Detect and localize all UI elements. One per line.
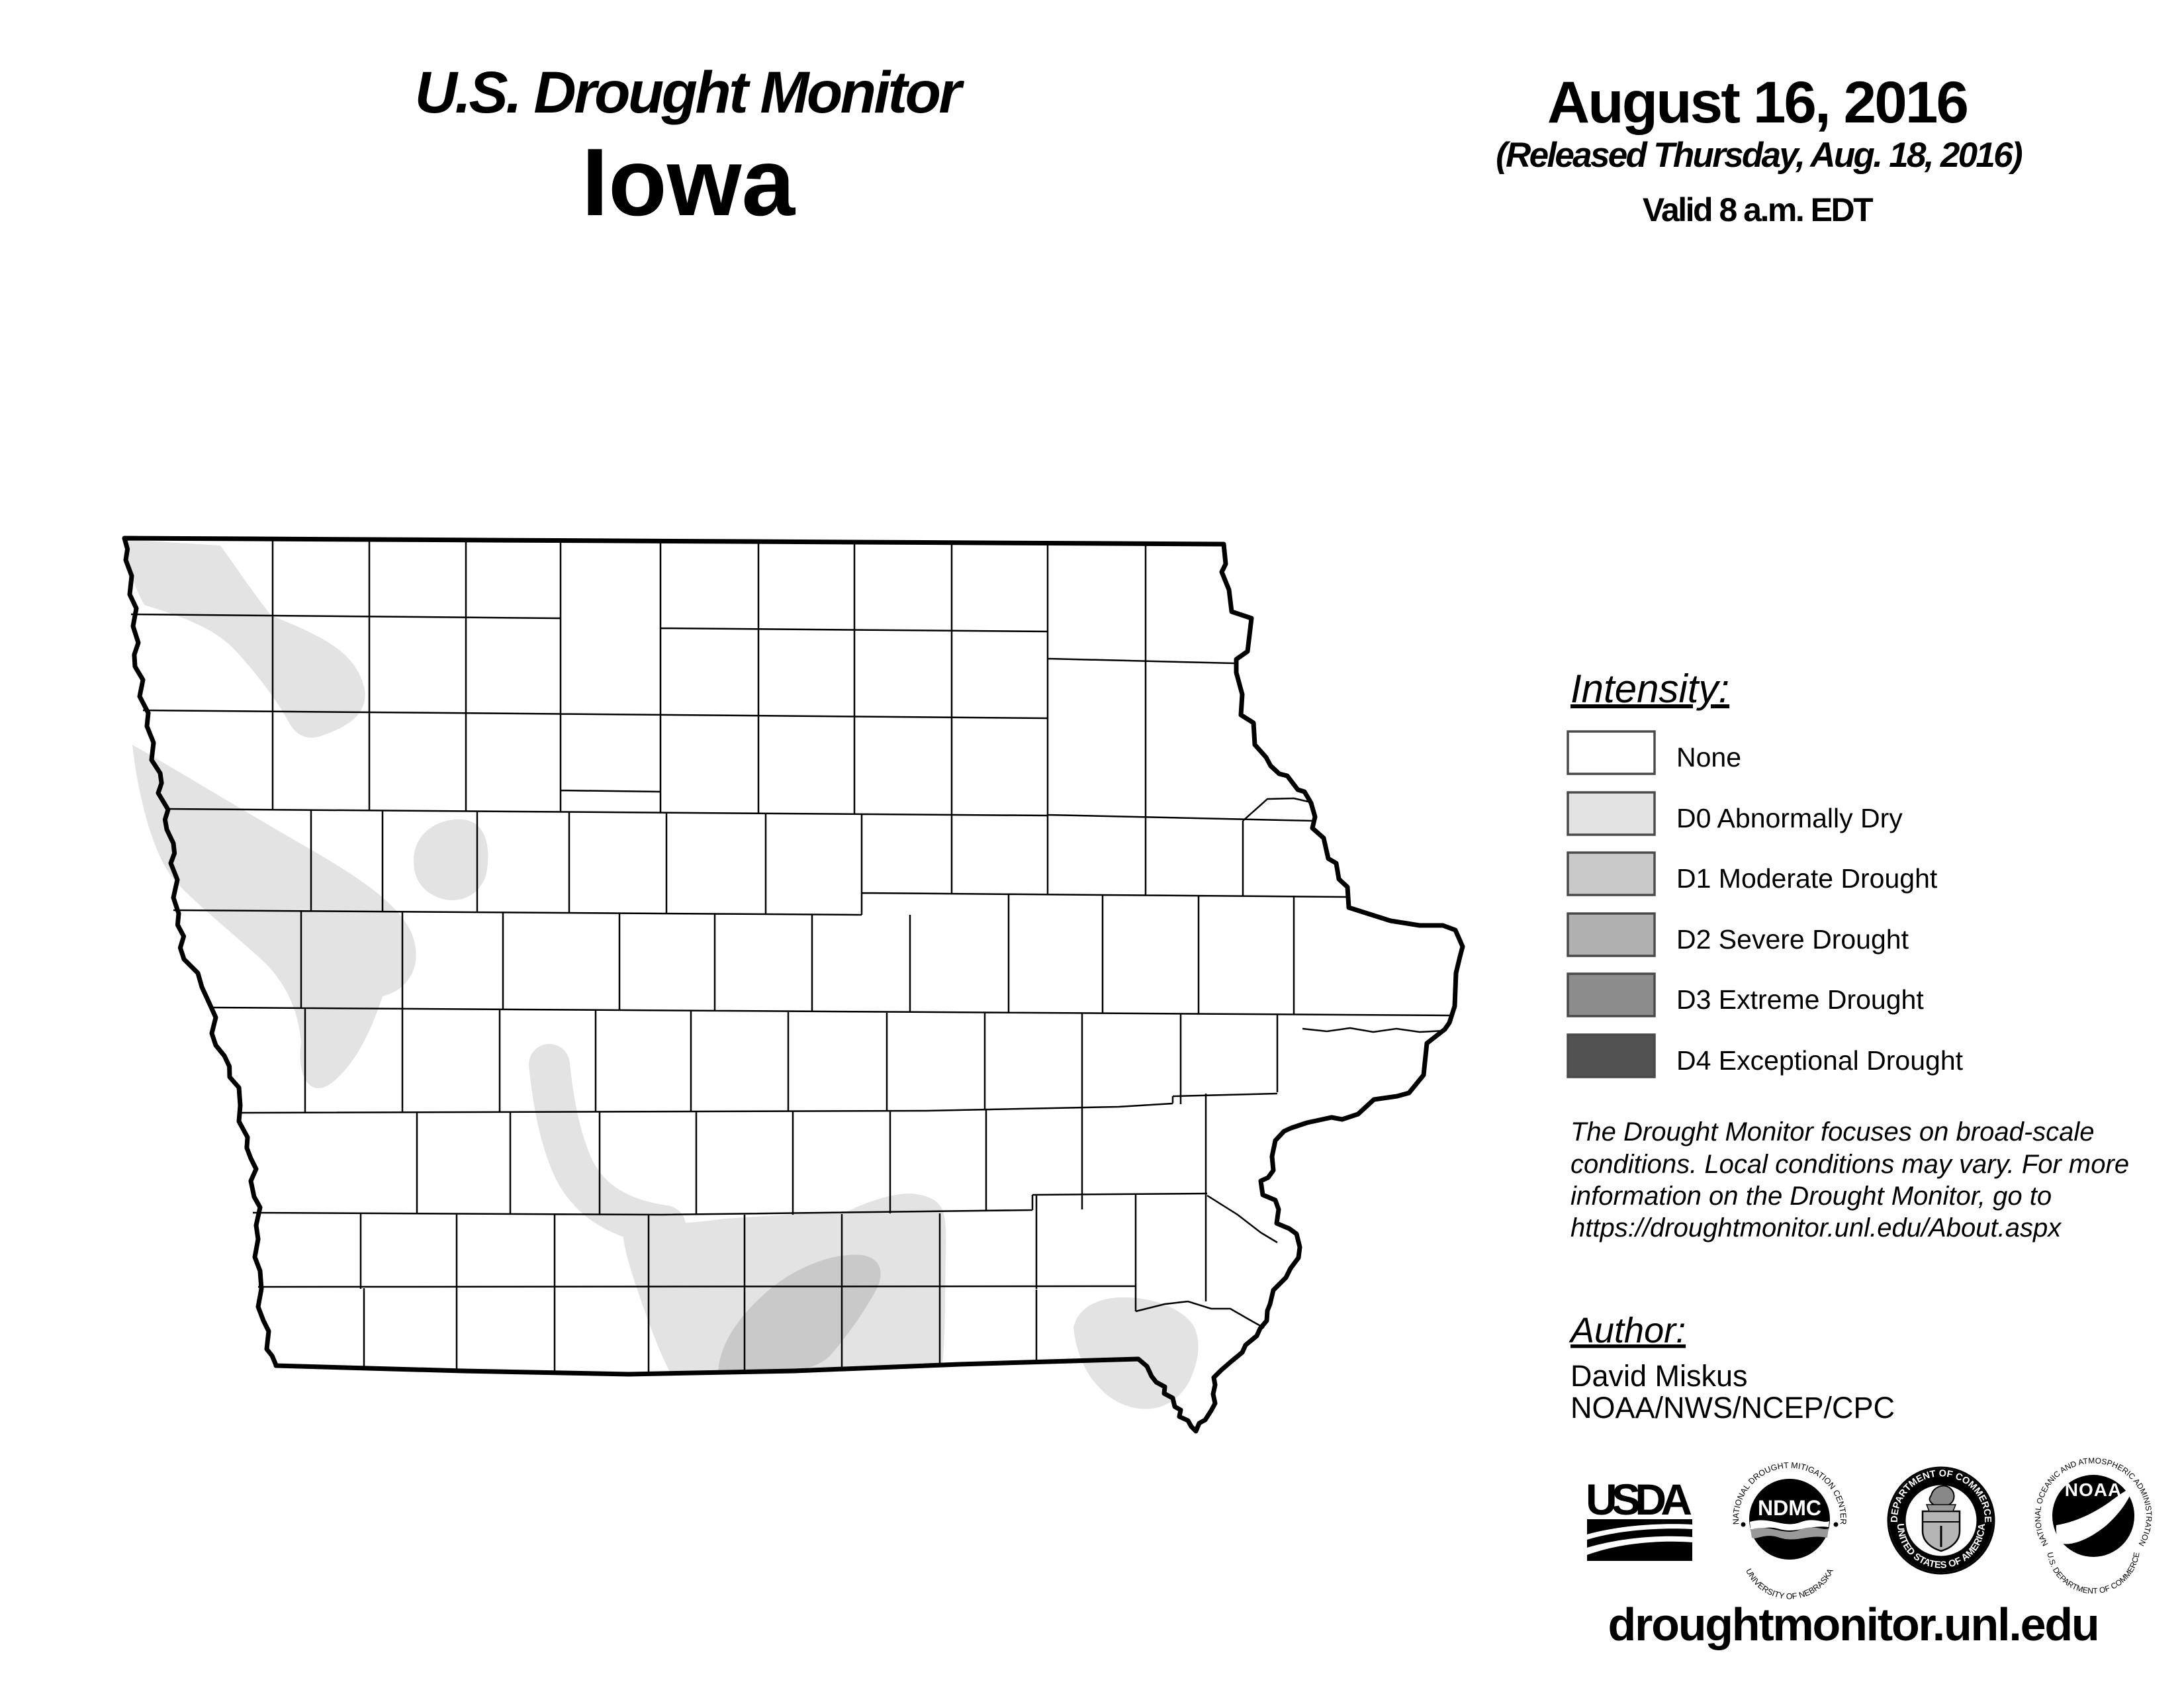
svg-text:D1 Moderate Drought: D1 Moderate Drought [1676, 863, 1938, 894]
svg-text:August 16, 2016: August 16, 2016 [1547, 69, 1968, 135]
svg-text:David Miskus: David Miskus [1570, 1359, 1748, 1393]
svg-text:USDA: USDA [1586, 1475, 1693, 1524]
svg-text:D3 Extreme Drought: D3 Extreme Drought [1676, 984, 1924, 1015]
svg-text:The Drought Monitor focuses on: The Drought Monitor focuses on broad-sca… [1570, 1117, 2095, 1147]
svg-text:conditions. Local conditions m: conditions. Local conditions may vary. F… [1570, 1150, 2129, 1179]
svg-text:D2 Severe Drought: D2 Severe Drought [1676, 924, 1909, 955]
svg-text:(Released Thursday, Aug. 18, 2: (Released Thursday, Aug. 18, 2016) [1496, 136, 2023, 175]
svg-text:Intensity:: Intensity: [1570, 667, 1729, 711]
svg-text:droughtmonitor.unl.edu: droughtmonitor.unl.edu [1608, 1599, 2099, 1650]
svg-text:https://droughtmonitor.unl.edu: https://droughtmonitor.unl.edu/About.asp… [1570, 1213, 2062, 1243]
svg-text:Valid 8 a.m. EDT: Valid 8 a.m. EDT [1643, 191, 1873, 228]
svg-text:D0 Abnormally Dry: D0 Abnormally Dry [1676, 803, 1903, 833]
svg-text:NOAA/NWS/NCEP/CPC: NOAA/NWS/NCEP/CPC [1570, 1391, 1895, 1425]
svg-text:None: None [1676, 742, 1741, 773]
svg-text:D4 Exceptional Drought: D4 Exceptional Drought [1676, 1045, 1964, 1076]
svg-text:NDMC: NDMC [1758, 1496, 1821, 1520]
svg-text:Author:: Author: [1569, 1311, 1686, 1350]
svg-text:information on the Drought Mon: information on the Drought Monitor, go t… [1570, 1182, 2052, 1211]
svg-text:Iowa: Iowa [582, 128, 796, 236]
svg-text:U.S. Drought Monitor: U.S. Drought Monitor [415, 59, 965, 125]
svg-text:NOAA: NOAA [2065, 1479, 2122, 1500]
